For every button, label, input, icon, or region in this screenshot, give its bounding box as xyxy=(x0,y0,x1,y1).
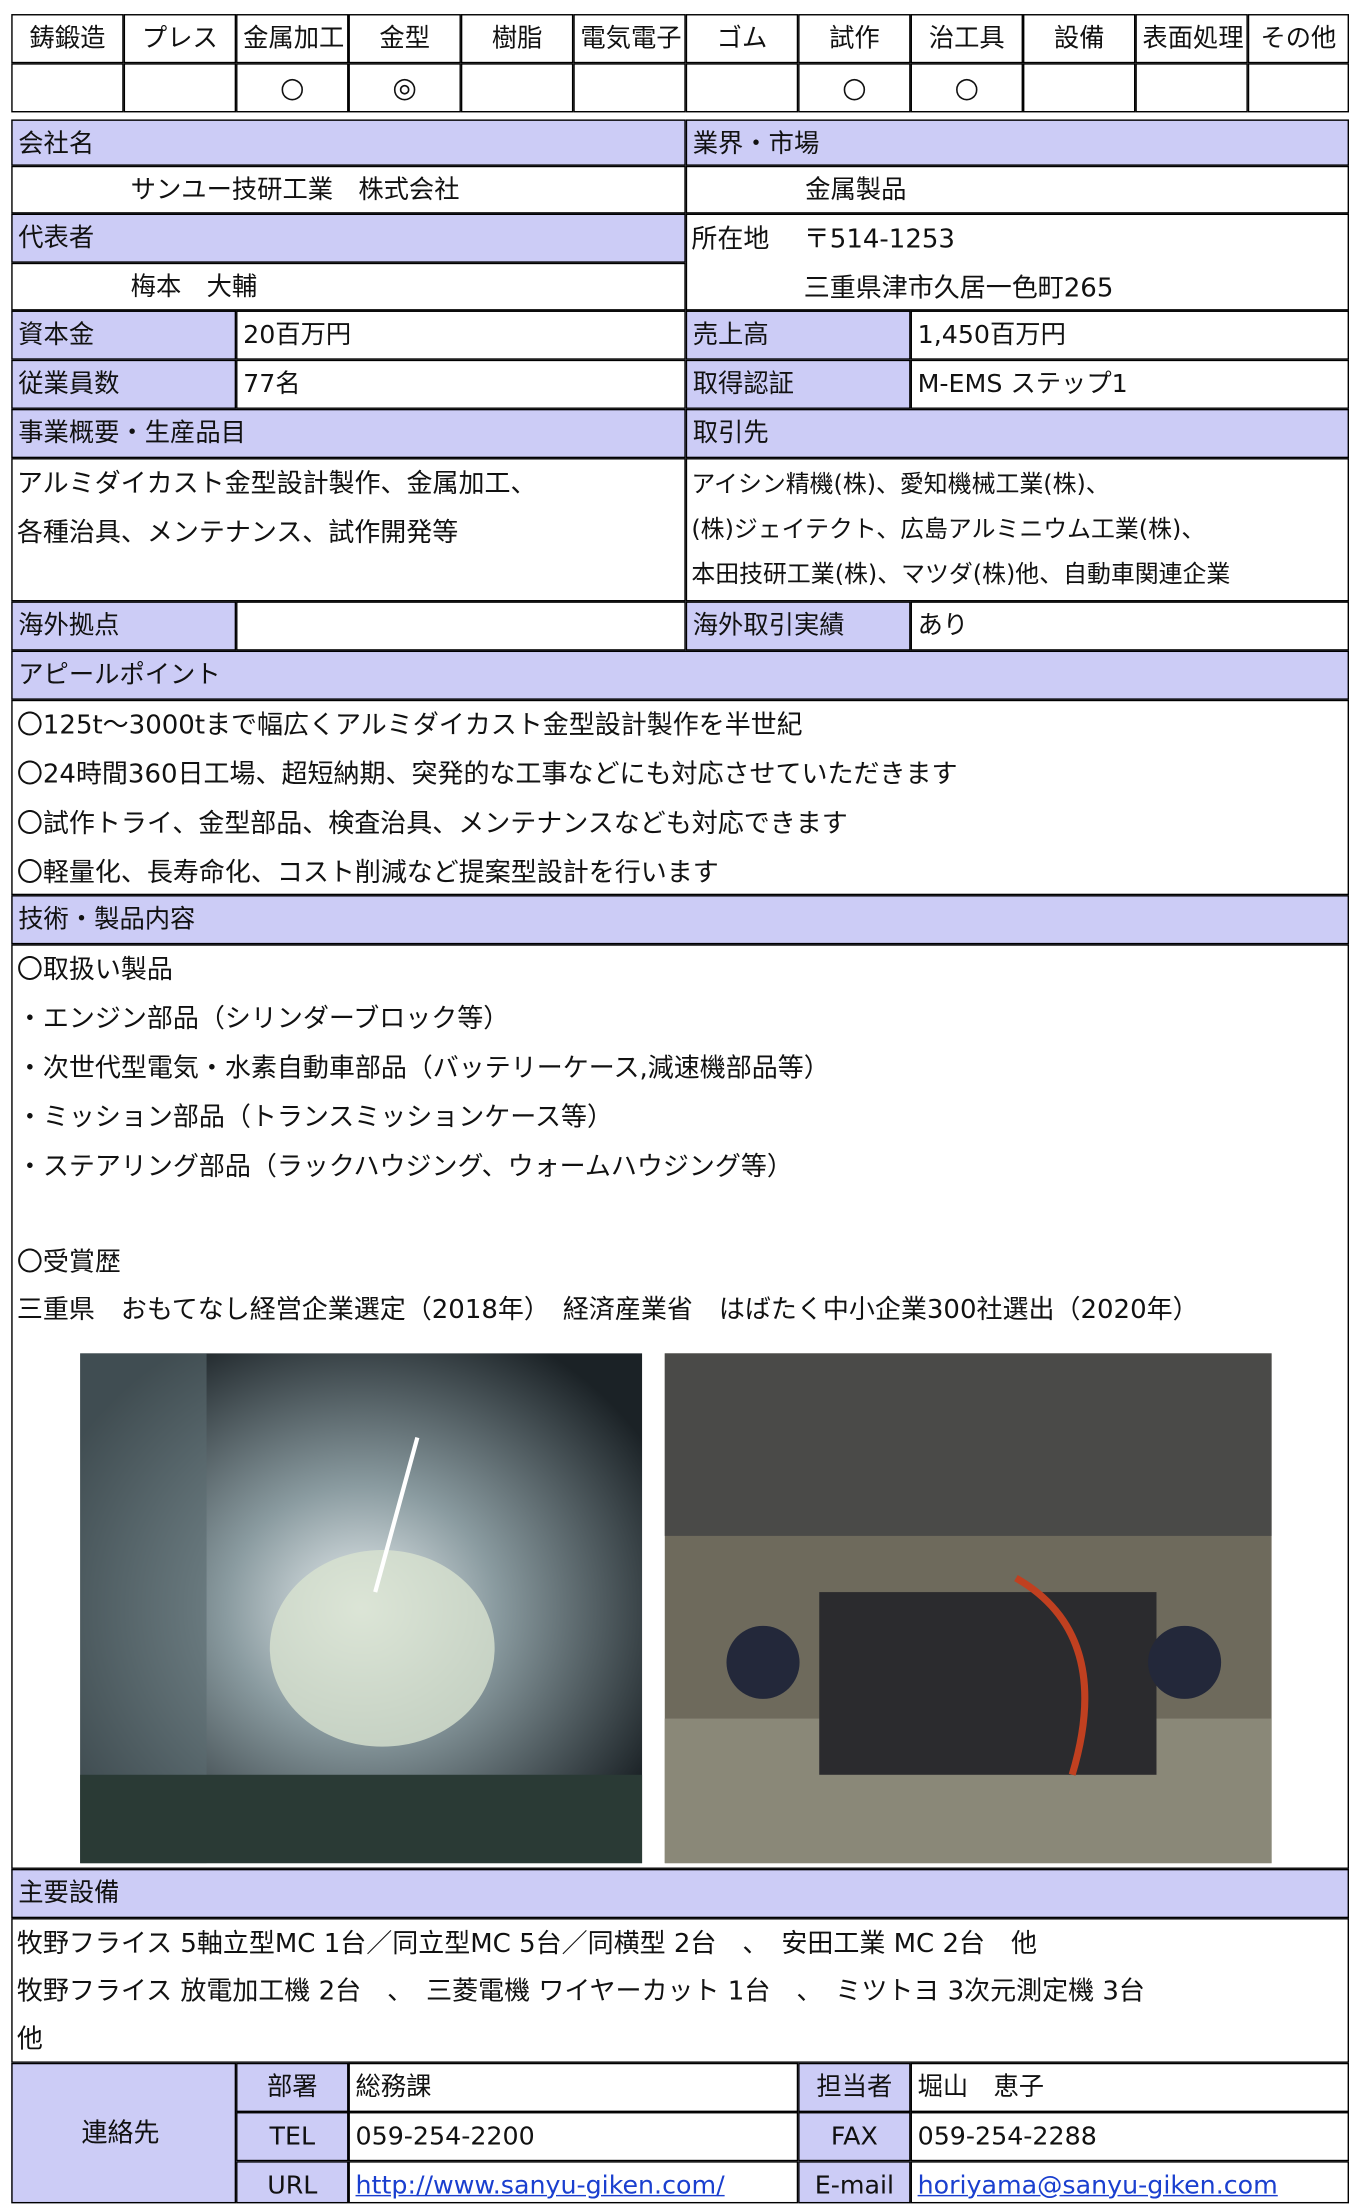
category-mark: ◎ xyxy=(348,63,461,113)
category-header: その他 xyxy=(1247,14,1349,64)
value: 20百万円 xyxy=(236,310,686,360)
contact-label: 担当者 xyxy=(798,2062,911,2113)
cell xyxy=(685,458,1349,602)
contact-label: 部署 xyxy=(236,2062,349,2113)
category-header: 金型 xyxy=(348,14,461,64)
label: 取引先 xyxy=(685,408,1349,459)
category-mark xyxy=(11,63,124,113)
category-header: 樹脂 xyxy=(460,14,574,64)
cell xyxy=(11,1918,1349,2063)
text-line: ・ミッション部品（トランスミッションケース等） xyxy=(16,1103,613,1133)
label: アピールポイント xyxy=(11,650,1349,700)
contact-value: http://www.sanyu-giken.com/ xyxy=(348,2161,799,2204)
category-mark xyxy=(460,63,574,113)
text-line: 牧野フライス 放電加工機 2台 、 三菱電機 ワイヤーカット 1台 、 ミツトヨ… xyxy=(16,1977,1145,2007)
category-header: ゴム xyxy=(685,14,799,64)
label: 会社名 xyxy=(11,119,686,166)
text-line: ・エンジン部品（シリンダーブロック等） xyxy=(16,1004,510,1035)
value: 1,450百万円 xyxy=(910,310,1349,360)
cell xyxy=(11,944,1349,1869)
text-line: 〇受賞歴 xyxy=(16,1247,121,1278)
text-line: 〇24時間360日工場、超短納期、突発的な工事などにも対応させていただきます xyxy=(16,760,958,790)
category-mark xyxy=(685,63,799,113)
category-header: 鋳鍛造 xyxy=(11,14,124,64)
label: 事業概要・生産品目 xyxy=(11,408,686,459)
contact-label: URL xyxy=(236,2161,349,2204)
value: 梅本 大輔 xyxy=(11,262,686,311)
value: 金属製品 xyxy=(685,165,1349,214)
email-link[interactable]: horiyama@sanyu-giken.com xyxy=(917,2171,1278,2201)
label: 従業員数 xyxy=(11,359,237,409)
label: 代表者 xyxy=(11,213,686,263)
category-header: 表面処理 xyxy=(1135,14,1248,64)
photo-machining xyxy=(80,1353,643,1864)
category-mark xyxy=(573,63,686,113)
value: 三重県津市久居一色町265 xyxy=(803,274,1114,304)
label: 連絡先 xyxy=(81,2119,160,2149)
category-header: 電気電子 xyxy=(573,14,686,64)
cell xyxy=(11,458,686,602)
label: 売上高 xyxy=(685,310,911,360)
text-line: 〇取扱い製品 xyxy=(16,955,173,986)
category-header: プレス xyxy=(123,14,237,64)
contact-label: TEL xyxy=(236,2112,349,2162)
value: 〒514-1253 xyxy=(803,224,955,255)
contact-value: 総務課 xyxy=(348,2062,799,2113)
contact-label-cell xyxy=(11,2062,237,2204)
category-mark: ○ xyxy=(236,63,349,113)
text-line: 〇125t～3000tまで幅広くアルミダイカスト金型設計製作を半世紀 xyxy=(16,711,803,741)
label: 海外取引実績 xyxy=(685,601,911,651)
label: 業界・市場 xyxy=(685,119,1349,166)
label: 所在地 xyxy=(691,224,770,255)
text-line: アルミダイカスト金型設計製作、金属加工、 xyxy=(16,469,537,499)
text-line: ・ステアリング部品（ラックハウジング、ウォームハウジング等） xyxy=(16,1152,793,1182)
text-line: 〇試作トライ、金型部品、検査治具、メンテナンスなども対応できます xyxy=(16,809,848,839)
category-header: 治工具 xyxy=(910,14,1023,64)
label: 海外拠点 xyxy=(11,601,237,651)
cell xyxy=(11,699,1349,896)
category-mark: ○ xyxy=(798,63,911,113)
value: 77名 xyxy=(236,359,686,409)
address-cell xyxy=(685,213,1349,311)
text-line: 他 xyxy=(16,2024,43,2055)
text-line: ・次世代型電気・水素自動車部品（バッテリーケース,減速機部品等） xyxy=(16,1053,830,1084)
contact-label: E-mail xyxy=(798,2161,911,2204)
contact-value: horiyama@sanyu-giken.com xyxy=(910,2161,1349,2204)
contact-value: 059-254-2200 xyxy=(348,2112,799,2162)
category-mark xyxy=(1022,63,1136,113)
category-mark xyxy=(1135,63,1248,113)
category-header: 金属加工 xyxy=(236,14,349,64)
text-line: 三重県 おもてなし経営企業選定（2018年） 経済産業省 はばたく中小企業300… xyxy=(16,1295,1199,1326)
text-line: アイシン精機(株)、愛知機械工業(株)、 xyxy=(691,470,1110,499)
value: あり xyxy=(910,601,1349,651)
contact-label: FAX xyxy=(798,2112,911,2162)
value: M-EMS ステップ1 xyxy=(910,359,1349,409)
website-link[interactable]: http://www.sanyu-giken.com/ xyxy=(355,2171,725,2201)
label: 技術・製品内容 xyxy=(11,895,1349,945)
contact-value: 059-254-2288 xyxy=(910,2112,1349,2162)
text-line: 牧野フライス 5軸立型MC 1台／同立型MC 5台／同横型 2台 、 安田工業 … xyxy=(16,1929,1038,1959)
value: サンユー技研工業 株式会社 xyxy=(11,165,686,214)
contact-value: 堀山 恵子 xyxy=(910,2062,1349,2113)
category-mark xyxy=(123,63,237,113)
text-line: 〇軽量化、長寿命化、コスト削減など提案型設計を行います xyxy=(16,858,719,889)
text-line: (株)ジェイテクト、広島アルミニウム工業(株)、 xyxy=(691,515,1206,544)
value xyxy=(236,601,686,651)
label: 主要設備 xyxy=(11,1868,1349,1919)
category-header: 設備 xyxy=(1022,14,1136,64)
category-mark xyxy=(1247,63,1349,113)
text-line: 本田技研工業(株)、マツダ(株)他、自動車関連企業 xyxy=(691,560,1231,589)
category-mark: ○ xyxy=(910,63,1023,113)
label: 資本金 xyxy=(11,310,237,360)
label: 取得認証 xyxy=(685,359,911,409)
category-header: 試作 xyxy=(798,14,911,64)
text-line: 各種治具、メンテナンス、試作開発等 xyxy=(16,518,459,549)
photo-factory xyxy=(664,1353,1272,1864)
